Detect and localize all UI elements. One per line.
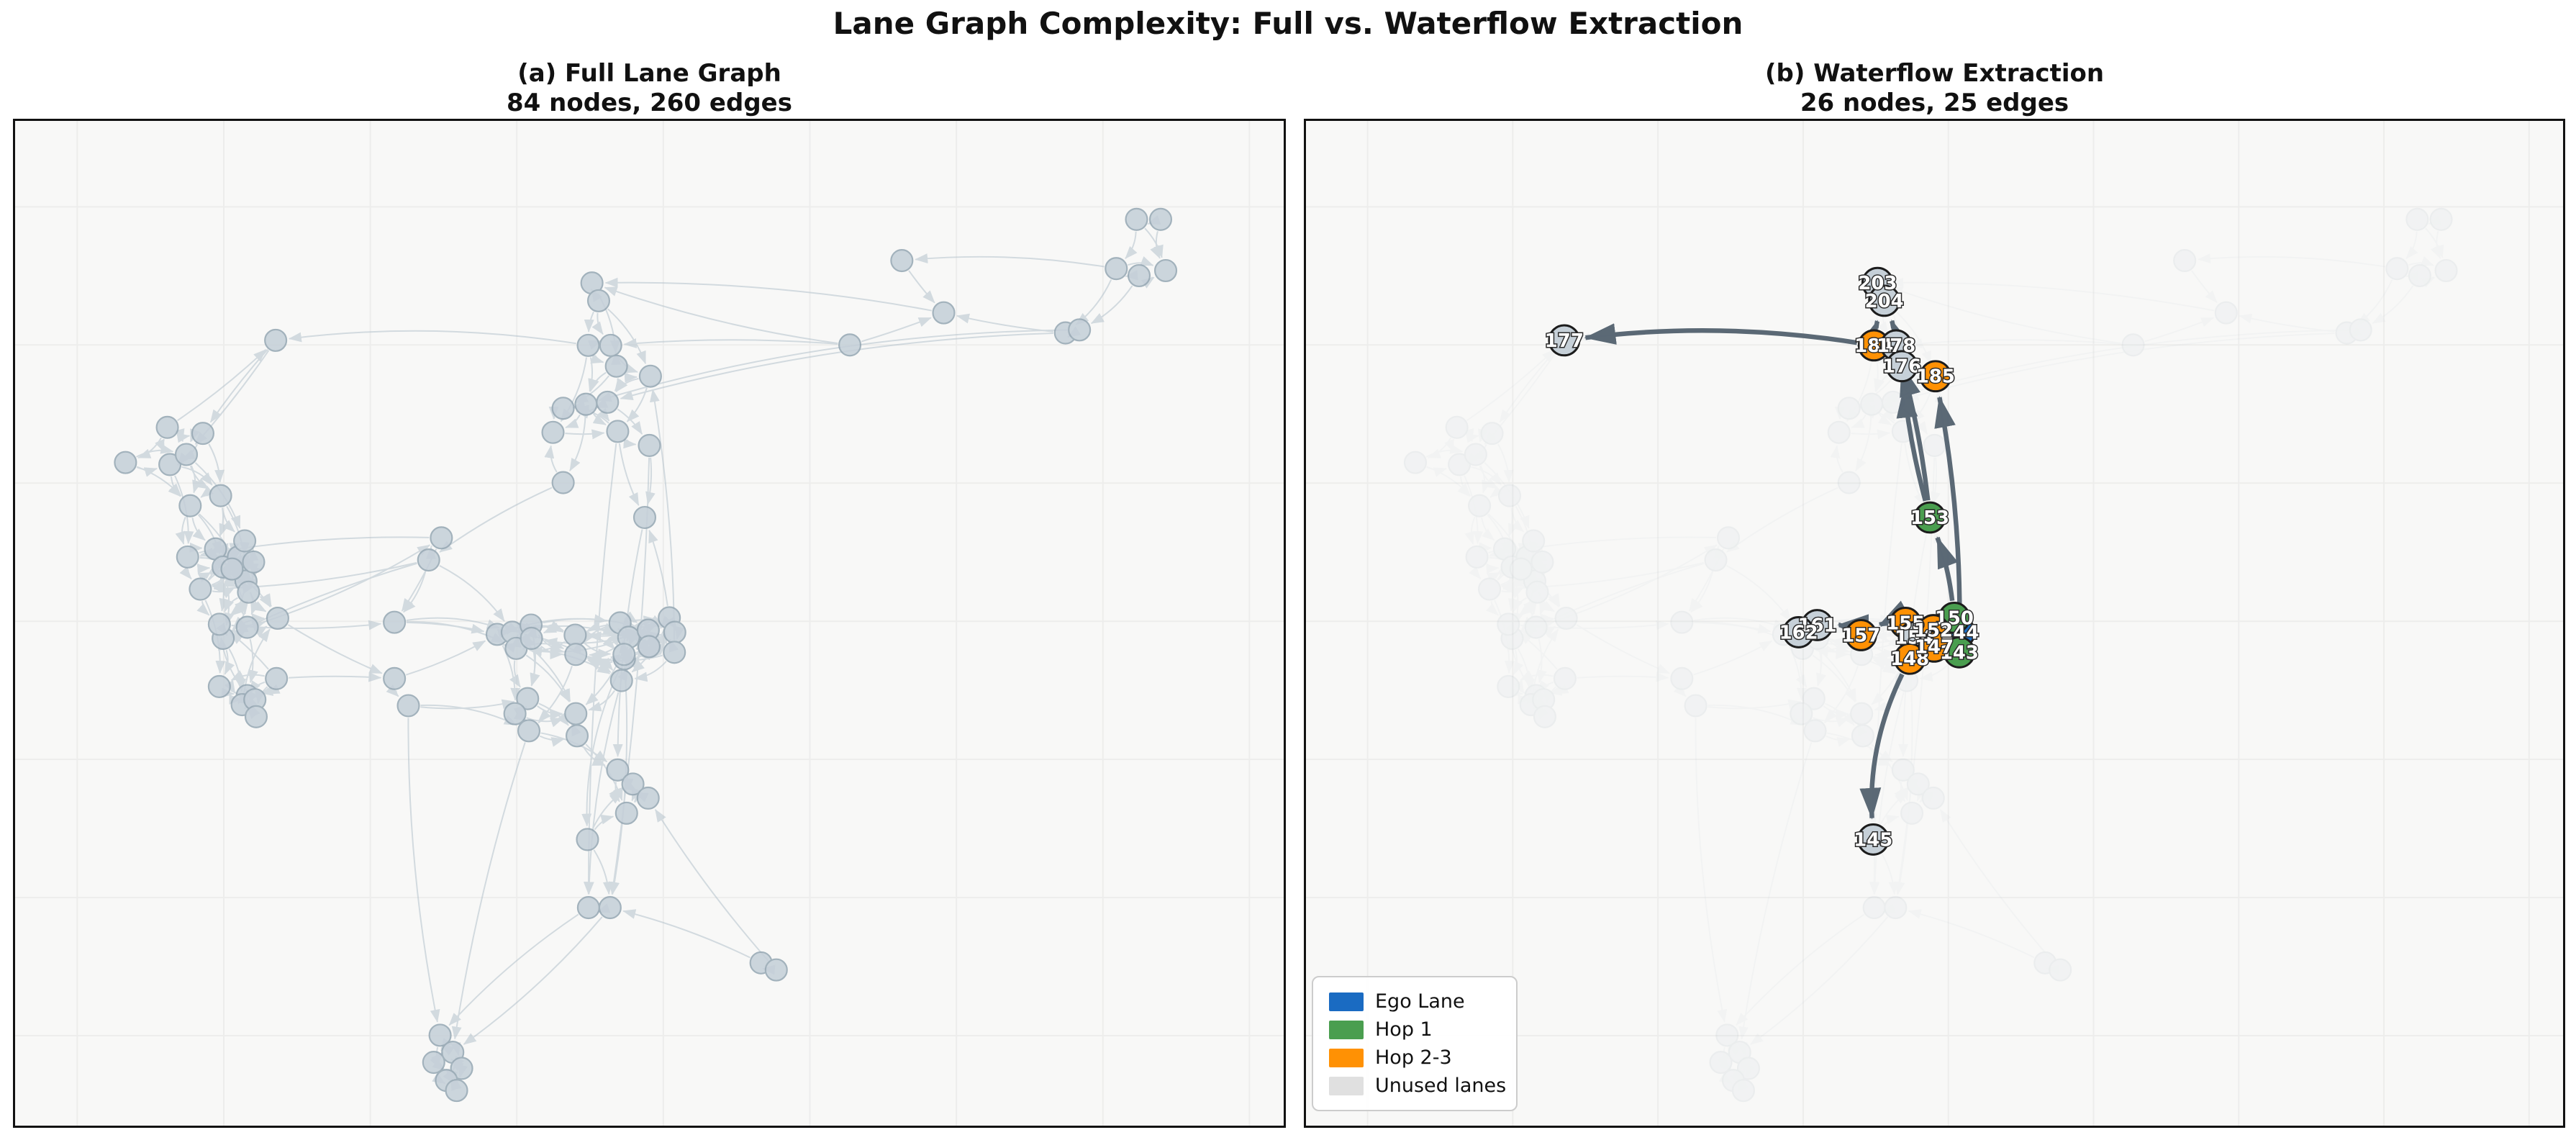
svg-text:161: 161 (1797, 615, 1836, 636)
svg-text:185: 185 (1916, 366, 1955, 388)
svg-text:154: 154 (1895, 627, 1933, 648)
svg-text:203: 203 (1858, 273, 1897, 294)
legend-label: Unused lanes (1375, 1075, 1507, 1097)
svg-text:184: 184 (1854, 335, 1893, 357)
ego-lane-swatch (1329, 992, 1364, 1011)
svg-text:157: 157 (1841, 625, 1880, 646)
waterflow-extraction-canvas: 1441501431531551541521481471571611621841… (1306, 121, 2563, 1126)
svg-text:155: 155 (1886, 612, 1925, 634)
svg-text:143: 143 (1940, 642, 1979, 664)
panel-a-stats: 84 nodes, 260 edges (507, 89, 792, 117)
page-title: Lane Graph Complexity: Full vs. Waterflo… (833, 6, 1743, 41)
svg-text:152: 152 (1914, 620, 1953, 641)
hop1-swatch (1329, 1020, 1364, 1039)
svg-text:162: 162 (1779, 622, 1818, 643)
svg-text:147: 147 (1915, 636, 1954, 658)
svg-text:150: 150 (1935, 607, 1974, 629)
legend-item-ego-lane: Ego Lane (1320, 987, 1509, 1016)
svg-text:148: 148 (1890, 648, 1929, 670)
full-lane-graph-panel (13, 119, 1286, 1128)
legend-item-hop1: Hop 1 (1320, 1016, 1509, 1044)
unused-lanes-swatch (1329, 1076, 1364, 1095)
legend: Ego Lane Hop 1 Hop 2-3 Unused lanes (1312, 976, 1518, 1111)
hop23-swatch (1329, 1048, 1364, 1067)
svg-text:204: 204 (1865, 291, 1904, 312)
panel-b-title-line1: (b) Waterflow Extraction (1764, 59, 2105, 88)
svg-text:176: 176 (1882, 356, 1921, 378)
panel-b-stats: 26 nodes, 25 edges (1800, 89, 2069, 117)
waterflow-extraction-panel: 144 150 143 153 155 154 152 148 147 157 161 162 184 1… (1304, 119, 2565, 1128)
legend-item-hop23: Hop 2-3 (1320, 1044, 1509, 1072)
svg-text:178: 178 (1877, 335, 1915, 357)
panel-b-title: (b) Waterflow Extraction 26 nodes, 25 ed… (1304, 59, 2565, 118)
svg-text:177: 177 (1545, 330, 1584, 352)
svg-text:144: 144 (1940, 623, 1979, 644)
svg-text:145: 145 (1854, 829, 1892, 851)
svg-text:153: 153 (1910, 507, 1949, 529)
legend-label: Hop 2-3 (1375, 1046, 1452, 1069)
panel-a-title-line1: (a) Full Lane Graph (517, 59, 781, 88)
legend-item-unused-lanes: Unused lanes (1320, 1072, 1509, 1100)
full-lane-graph-canvas (15, 121, 1284, 1126)
panel-a-title: (a) Full Lane Graph 84 nodes, 260 edges (13, 59, 1286, 118)
legend-label: Ego Lane (1375, 990, 1465, 1013)
legend-label: Hop 1 (1375, 1018, 1433, 1041)
